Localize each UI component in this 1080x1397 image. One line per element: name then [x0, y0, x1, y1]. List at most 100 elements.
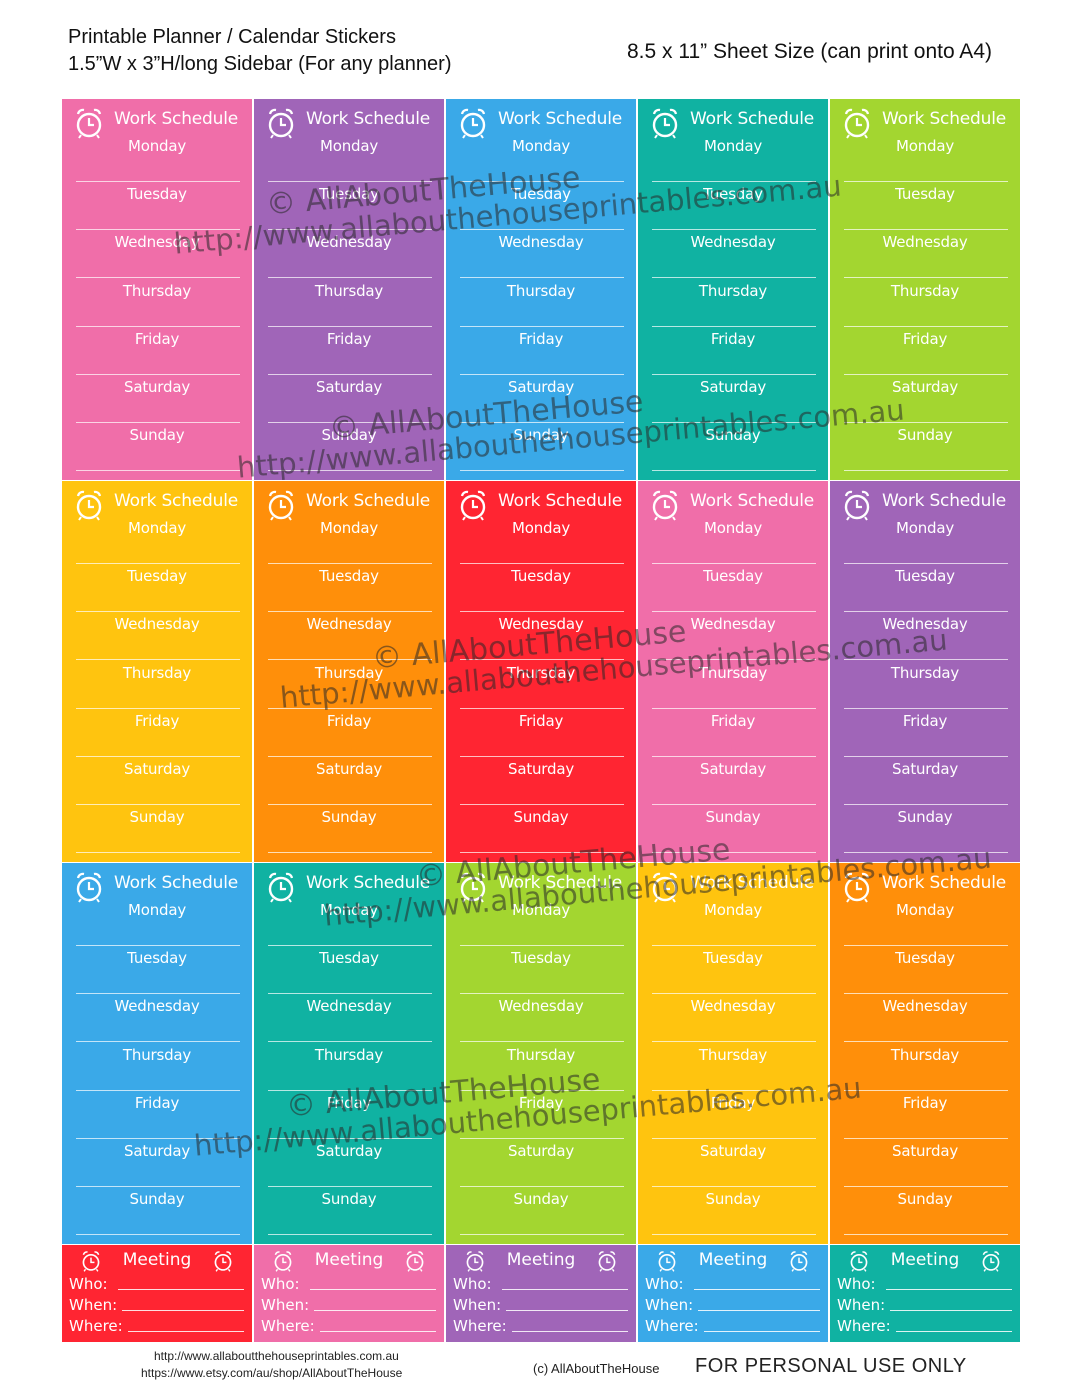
- writing-line: [460, 993, 624, 995]
- day-label: Thursday: [890, 281, 960, 300]
- day-label: Thursday: [698, 281, 768, 300]
- writing-line: [76, 611, 240, 613]
- meeting-field-label: Who:: [453, 1275, 492, 1293]
- sticker-title: Work Schedule: [306, 873, 430, 893]
- meeting-field-label: Where:: [837, 1317, 891, 1335]
- writing-line: [460, 707, 624, 709]
- day-label: Tuesday: [895, 567, 955, 586]
- writing-line: [76, 1234, 240, 1236]
- work-schedule-sticker: Work Schedule Monday Tuesday Wednesday Thurs…: [830, 863, 1020, 1244]
- writing-line: [652, 852, 816, 854]
- meeting-sticker: Meeting Who: When: Where:: [254, 1245, 444, 1342]
- day-label: Saturday: [892, 760, 958, 778]
- day-label: Friday: [902, 329, 948, 348]
- day-label: Saturday: [124, 378, 190, 396]
- writing-line: [76, 1137, 240, 1139]
- alarm-clock-icon: [650, 107, 680, 139]
- meeting-field-label: Who:: [261, 1275, 300, 1293]
- writing-line: [844, 1041, 1008, 1043]
- work-schedule-sticker: Work Schedule Monday Tuesday Wednesday Thurs…: [638, 863, 828, 1244]
- day-label: Tuesday: [511, 567, 571, 586]
- writing-line: [652, 373, 816, 375]
- alarm-clock-icon: [842, 489, 872, 521]
- sticker-header: Work Schedule: [62, 869, 252, 903]
- day-label: Friday: [518, 711, 564, 730]
- meeting-field: Who:: [453, 1275, 628, 1293]
- writing-line: [76, 325, 240, 327]
- sticker-sheet: Work Schedule Monday Tuesday Wednesday Thurs…: [62, 99, 1020, 1342]
- writing-line: [76, 277, 240, 279]
- alarm-clock-icon: [212, 1250, 234, 1272]
- day-label: Sunday: [321, 1190, 377, 1209]
- alarm-clock-icon: [650, 489, 680, 521]
- writing-line: [844, 804, 1008, 805]
- day-label: Monday: [319, 519, 379, 537]
- meeting-field: Where:: [69, 1317, 244, 1335]
- writing-line: [652, 1137, 816, 1139]
- sticker-title: Work Schedule: [690, 491, 814, 511]
- work-schedule-sticker: Work Schedule Monday Tuesday Wednesday Thurs…: [638, 481, 828, 862]
- day-label: Tuesday: [319, 185, 379, 204]
- day-label: Monday: [511, 901, 571, 919]
- writing-line: [652, 993, 816, 995]
- alarm-clock-icon: [266, 871, 296, 903]
- sticker-title: Work Schedule: [498, 109, 622, 129]
- writing-line: [268, 229, 432, 231]
- writing-line: [76, 852, 240, 854]
- day-label: Wednesday: [690, 233, 776, 252]
- writing-line: [76, 470, 240, 472]
- writing-line: [844, 563, 1008, 564]
- writing-line: [268, 325, 432, 327]
- alarm-clock-icon: [80, 1250, 102, 1272]
- day-label: Wednesday: [498, 615, 584, 634]
- writing-line: [268, 470, 432, 472]
- writing-line: [76, 1186, 240, 1187]
- sticker-header: Work Schedule: [254, 869, 444, 903]
- writing-line: [844, 229, 1008, 231]
- sticker-header: Work Schedule: [638, 105, 828, 139]
- writing-line: [76, 181, 240, 182]
- day-label: Saturday: [508, 760, 574, 778]
- sticker-header: Work Schedule: [446, 487, 636, 521]
- alarm-clock-icon: [464, 1250, 486, 1272]
- alarm-clock-icon: [848, 1250, 870, 1272]
- day-label: Monday: [319, 901, 379, 919]
- writing-line: [76, 659, 240, 661]
- day-label: Saturday: [316, 378, 382, 396]
- writing-line: [268, 993, 432, 995]
- writing-line: [76, 1089, 240, 1091]
- writing-line: [268, 422, 432, 423]
- day-label: Friday: [134, 1093, 180, 1112]
- day-label: Thursday: [698, 1045, 768, 1064]
- writing-line: [76, 945, 240, 946]
- work-schedule-sticker: Work Schedule Monday Tuesday Wednesday Thurs…: [254, 863, 444, 1244]
- day-label: Tuesday: [895, 185, 955, 204]
- meeting-field-line: [512, 1331, 628, 1332]
- title-line-2: 1.5”W x 3”H/long Sidebar (For any planne…: [68, 53, 452, 75]
- writing-line: [268, 181, 432, 182]
- day-label: Sunday: [129, 808, 185, 827]
- writing-line: [844, 373, 1008, 375]
- sticker-header: Work Schedule: [830, 487, 1020, 521]
- meeting-field-label: When:: [645, 1296, 694, 1314]
- meeting-field-line: [886, 1289, 1012, 1290]
- sticker-header: Work Schedule: [62, 105, 252, 139]
- writing-line: [460, 373, 624, 375]
- writing-line: [76, 229, 240, 231]
- work-schedule-sticker: Work Schedule Monday Tuesday Wednesday Thurs…: [254, 99, 444, 480]
- day-label: Saturday: [124, 760, 190, 778]
- alarm-clock-icon: [74, 489, 104, 521]
- meeting-field: When:: [69, 1296, 244, 1314]
- writing-line: [652, 277, 816, 279]
- day-label: Sunday: [897, 1190, 953, 1209]
- writing-line: [652, 1234, 816, 1236]
- meeting-field: Who:: [69, 1275, 244, 1293]
- day-label: Monday: [511, 519, 571, 537]
- day-label: Thursday: [890, 1045, 960, 1064]
- writing-line: [652, 945, 816, 946]
- day-label: Friday: [326, 329, 372, 348]
- meeting-field-line: [128, 1331, 244, 1332]
- day-label: Wednesday: [114, 615, 200, 634]
- writing-line: [844, 611, 1008, 613]
- meeting-field: Where:: [261, 1317, 436, 1335]
